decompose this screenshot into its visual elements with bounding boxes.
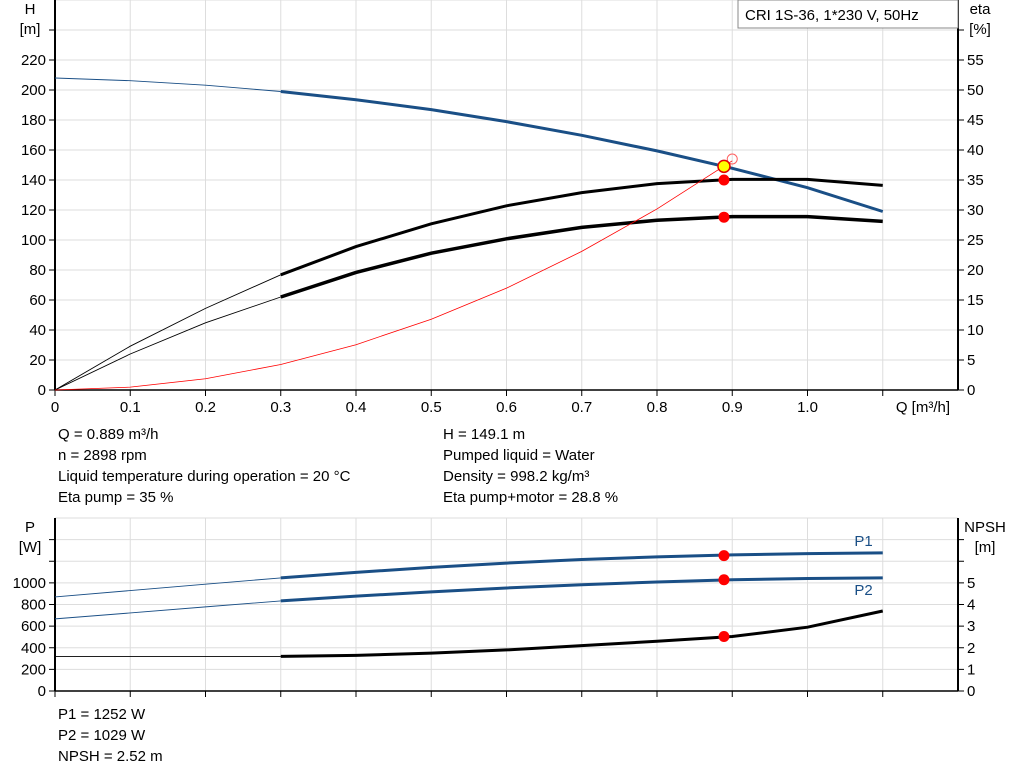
operating-point-h xyxy=(717,159,731,174)
y-tick-label: 80 xyxy=(29,262,46,279)
eta-pump-motor-curve xyxy=(280,214,883,299)
series-label-p1: P1 xyxy=(854,533,872,550)
y2-axis-unit: [%] xyxy=(969,21,991,38)
info-h: H = 149.1 m xyxy=(443,426,526,443)
y-tick-label: 1000 xyxy=(13,575,46,592)
x-tick-label: 0.1 xyxy=(120,399,141,416)
info-eta-total: Eta pump+motor = 28.8 % xyxy=(443,489,619,506)
operating-point-p1 xyxy=(718,550,730,562)
x-tick-label: 0.5 xyxy=(421,399,442,416)
y2-tick-label: 5 xyxy=(967,352,975,369)
x-tick-label: 0.7 xyxy=(571,399,592,416)
info-p1: P1 = 1252 W xyxy=(58,706,146,723)
p1-curve-extension xyxy=(54,577,281,598)
operating-point-p2 xyxy=(718,574,730,586)
info-bottom: P1 = 1252 W P2 = 1029 W NPSH = 2.52 m xyxy=(58,704,163,767)
x-tick-label: 0.4 xyxy=(346,399,367,416)
y2-tick-label: 15 xyxy=(967,292,984,309)
h-curve xyxy=(280,90,884,213)
y2-tick-label: 0 xyxy=(967,683,975,700)
p2-curve xyxy=(280,576,883,603)
h-curve-extension xyxy=(54,77,281,92)
x-axis-label: Q [m³/h] xyxy=(896,399,950,416)
y-axis-unit: [m] xyxy=(20,21,41,38)
info-p2: P2 = 1029 W xyxy=(58,727,146,744)
y-tick-label: 100 xyxy=(21,232,46,249)
p1-curve xyxy=(280,551,883,580)
eta-pump-curve-extension xyxy=(54,274,281,391)
x-tick-label: 0.2 xyxy=(195,399,216,416)
x-tick-label: 0.9 xyxy=(722,399,743,416)
y-tick-label: 120 xyxy=(21,202,46,219)
y-tick-label: 800 xyxy=(21,597,46,614)
y2-axis-label: NPSH xyxy=(964,519,1006,536)
y-tick-label: 400 xyxy=(21,640,46,657)
y-tick-label: 20 xyxy=(29,352,46,369)
y2-tick-label: 40 xyxy=(967,142,984,159)
y2-tick-label: 10 xyxy=(967,322,984,339)
legend-box: CRI 1S-36, 1*230 V, 50Hz xyxy=(737,0,959,29)
info-density: Density = 998.2 kg/m³ xyxy=(443,468,590,485)
y2-axis-unit: [m] xyxy=(975,539,996,556)
info-q: Q = 0.889 m³/h xyxy=(58,426,159,443)
y2-tick-label: 2 xyxy=(967,640,975,657)
operating-point-eta-pump xyxy=(718,174,730,186)
info-n: n = 2898 rpm xyxy=(58,447,147,464)
operating-point-npsh xyxy=(718,631,730,643)
info-npsh: NPSH = 2.52 m xyxy=(58,748,163,765)
eta-pump-motor-curve-extension xyxy=(54,296,281,391)
y2-tick-label: 50 xyxy=(967,82,984,99)
power-npsh-chart: 0 200 400 600 800 1000 0 1 2 3 4 5 P [W] NPSH [m] P1 P2 xyxy=(13,517,1006,700)
x-tick-label: 0 xyxy=(51,399,59,416)
y-tick-label: 0 xyxy=(38,382,46,399)
npsh-curve xyxy=(280,609,884,658)
y-tick-label: 160 xyxy=(21,142,46,159)
operating-point-eta-total xyxy=(718,211,730,223)
y-tick-label: 220 xyxy=(21,52,46,69)
y2-tick-label: 3 xyxy=(967,618,975,635)
y-tick-label: 200 xyxy=(21,661,46,678)
y2-tick-label: 35 xyxy=(967,172,984,189)
info-eta-pump: Eta pump = 35 % xyxy=(58,489,174,506)
y2-tick-label: 30 xyxy=(967,202,984,219)
y-tick-label: 40 xyxy=(29,322,46,339)
x-tick-label: 0.8 xyxy=(647,399,668,416)
p2-curve-extension xyxy=(54,600,281,620)
y-axis-label: P xyxy=(25,519,35,536)
y2-tick-label: 20 xyxy=(967,262,984,279)
y2-tick-label: 25 xyxy=(967,232,984,249)
x-tick-label: 0.6 xyxy=(496,399,517,416)
y2-tick-label: 0 xyxy=(967,382,975,399)
legend-text: CRI 1S-36, 1*230 V, 50Hz xyxy=(745,7,919,24)
y2-tick-label: 4 xyxy=(967,597,975,614)
info-top-left: Q = 0.889 m³/h n = 2898 rpm Liquid tempe… xyxy=(58,424,350,508)
x-tick-label: 0.3 xyxy=(270,399,291,416)
y2-tick-label: 45 xyxy=(967,112,984,129)
y-tick-label: 0 xyxy=(38,683,46,700)
y-axis-label: H xyxy=(25,1,36,18)
x-tick-label: 1.0 xyxy=(797,399,818,416)
eta-pump-curve xyxy=(280,177,883,277)
y-axis-unit: [W] xyxy=(19,539,42,556)
system-curve-end-marker xyxy=(726,153,738,165)
y2-tick-label: 5 xyxy=(967,575,975,592)
y2-tick-label: 1 xyxy=(967,661,975,678)
series-label-p2: P2 xyxy=(854,582,872,599)
y-tick-label: 140 xyxy=(21,172,46,189)
y-tick-label: 600 xyxy=(21,618,46,635)
y-tick-label: 200 xyxy=(21,82,46,99)
y-tick-label: 180 xyxy=(21,112,46,129)
y2-axis-label: eta xyxy=(970,1,992,18)
y2-tick-label: 55 xyxy=(967,52,984,69)
performance-chart: 0 20 40 60 80 100 120 140 160 180 200 220 0 5 10 15 20 25… xyxy=(20,0,992,416)
info-temp: Liquid temperature during operation = 20… xyxy=(58,468,351,485)
info-liquid: Pumped liquid = Water xyxy=(443,447,595,464)
system-curve xyxy=(54,160,733,391)
info-top-right: H = 149.1 m Pumped liquid = Water Densit… xyxy=(443,424,618,508)
y-tick-label: 60 xyxy=(29,292,46,309)
